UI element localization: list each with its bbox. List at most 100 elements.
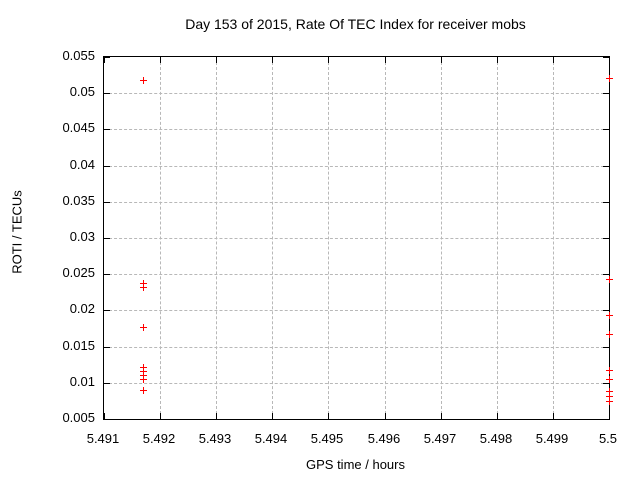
y-tick-mark	[603, 383, 609, 384]
y-tick-mark	[603, 274, 609, 275]
y-tick-mark	[603, 419, 609, 420]
y-tick-mark	[104, 57, 110, 58]
y-tick-label: 0.01	[69, 374, 95, 389]
data-point-marker	[139, 280, 147, 288]
data-point-marker	[139, 372, 147, 380]
x-tick-mark	[328, 57, 329, 63]
x-tick-mark	[553, 413, 554, 419]
x-gridline	[441, 57, 442, 419]
x-gridline	[328, 57, 329, 419]
y-tick-mark	[603, 202, 609, 203]
y-tick-mark	[104, 93, 110, 94]
x-tick-label: 5.491	[86, 431, 120, 446]
data-point-marker	[139, 323, 147, 331]
y-tick-mark	[603, 57, 609, 58]
x-gridline	[553, 57, 554, 419]
y-tick-mark	[104, 129, 110, 130]
y-tick-mark	[603, 129, 609, 130]
chart-title: Day 153 of 2015, Rate Of TEC Index for r…	[185, 16, 526, 32]
x-tick-mark	[104, 57, 105, 63]
x-tick-mark	[160, 413, 161, 419]
data-point-marker	[139, 364, 147, 372]
x-gridline	[160, 57, 161, 419]
y-gridline	[104, 238, 609, 239]
x-tick-label: 5.492	[142, 431, 176, 446]
x-tick-mark	[216, 413, 217, 419]
x-tick-mark	[385, 413, 386, 419]
x-tick-mark	[160, 57, 161, 63]
x-tick-mark	[104, 413, 105, 419]
x-tick-mark	[216, 57, 217, 63]
y-tick-mark	[603, 93, 609, 94]
x-tick-mark	[272, 413, 273, 419]
data-point-marker	[139, 284, 147, 292]
y-tick-label: 0.025	[62, 265, 95, 280]
x-tick-label: 5.498	[479, 431, 513, 446]
plot-area	[103, 56, 613, 420]
x-gridline	[497, 57, 498, 419]
y-tick-mark	[104, 310, 110, 311]
y-tick-label: 0.015	[62, 338, 95, 353]
data-point-marker	[605, 393, 613, 401]
data-point-marker	[605, 330, 613, 338]
y-gridline	[104, 129, 609, 130]
x-tick-mark	[272, 57, 273, 63]
x-gridline	[272, 57, 273, 419]
y-tick-mark	[603, 347, 609, 348]
x-tick-mark	[553, 57, 554, 63]
data-point-marker	[605, 398, 613, 406]
y-gridline	[104, 274, 609, 275]
y-tick-label: 0.055	[62, 48, 95, 63]
y-tick-label: 0.02	[69, 301, 95, 316]
y-tick-mark	[104, 419, 110, 420]
data-point-marker	[139, 76, 147, 84]
y-gridline	[104, 166, 609, 167]
y-tick-mark	[104, 347, 110, 348]
data-point-marker	[605, 366, 613, 374]
x-tick-label: 5.494	[254, 431, 288, 446]
data-point-marker	[605, 376, 613, 384]
data-point-marker	[139, 376, 147, 384]
data-point-marker	[139, 387, 147, 395]
y-gridline	[104, 383, 609, 384]
x-tick-mark	[385, 57, 386, 63]
x-tick-mark	[609, 413, 610, 419]
x-gridline	[385, 57, 386, 419]
y-tick-mark	[104, 238, 110, 239]
x-gridline	[216, 57, 217, 419]
y-gridline	[104, 202, 609, 203]
y-gridline	[104, 347, 609, 348]
y-gridline	[104, 310, 609, 311]
x-tick-label: 5.493	[198, 431, 232, 446]
x-tick-mark	[497, 57, 498, 63]
x-tick-mark	[609, 57, 610, 63]
y-tick-mark	[104, 166, 110, 167]
data-point-marker	[605, 276, 613, 284]
x-tick-mark	[328, 413, 329, 419]
y-tick-label: 0.005	[62, 410, 95, 425]
x-tick-mark	[497, 413, 498, 419]
y-tick-mark	[603, 238, 609, 239]
y-tick-label: 0.045	[62, 120, 95, 135]
y-gridline	[104, 93, 609, 94]
y-tick-label: 0.05	[69, 84, 95, 99]
y-tick-label: 0.04	[69, 157, 95, 172]
x-tick-mark	[441, 57, 442, 63]
x-tick-label: 5.495	[310, 431, 344, 446]
y-tick-mark	[104, 383, 110, 384]
x-tick-label: 5.497	[423, 431, 457, 446]
y-tick-label: 0.03	[69, 229, 95, 244]
x-tick-label: 5.499	[535, 431, 569, 446]
x-tick-label: 5.5	[598, 431, 618, 446]
y-tick-mark	[104, 202, 110, 203]
data-point-marker	[605, 311, 613, 319]
x-tick-mark	[441, 413, 442, 419]
data-point-marker	[139, 368, 147, 376]
data-point-marker	[605, 387, 613, 395]
x-tick-label: 5.496	[367, 431, 401, 446]
data-point-marker	[605, 75, 613, 83]
y-tick-mark	[104, 274, 110, 275]
y-tick-mark	[603, 310, 609, 311]
x-axis-title: GPS time / hours	[306, 457, 405, 472]
